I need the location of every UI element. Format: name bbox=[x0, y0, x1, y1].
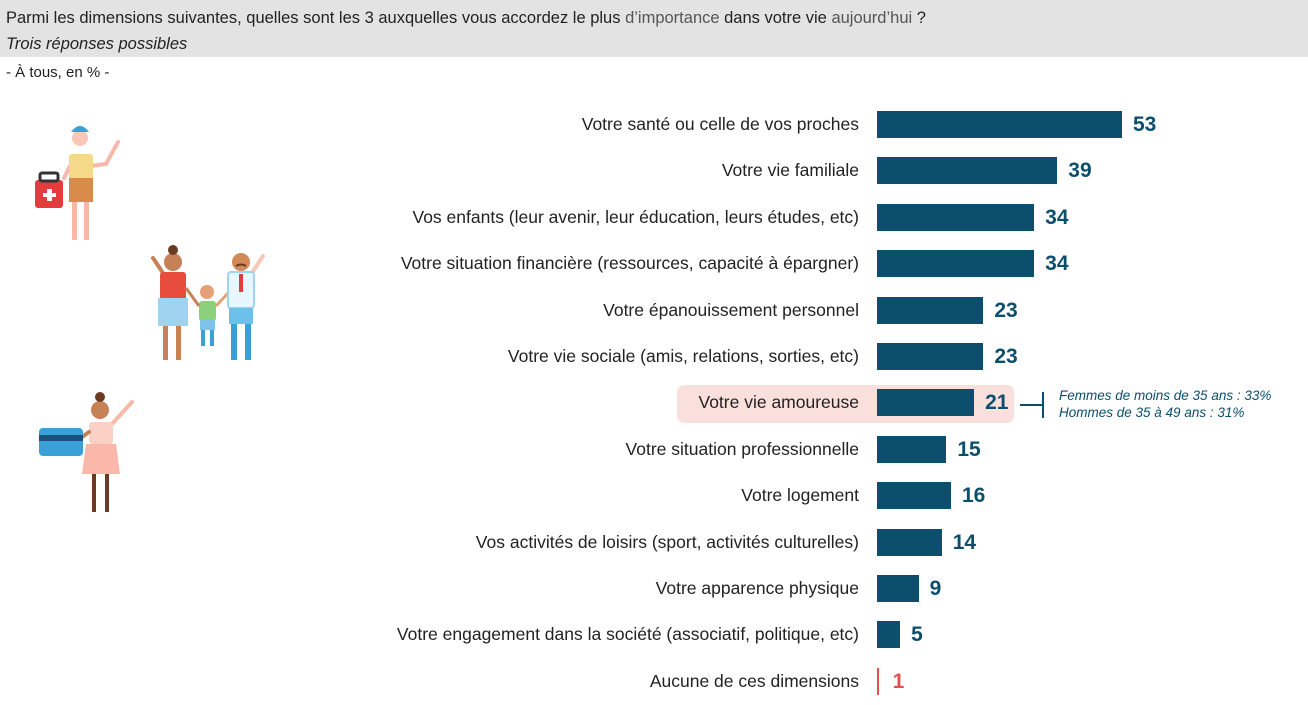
bar bbox=[877, 343, 984, 370]
category-label: Aucune de ces dimensions bbox=[649, 670, 859, 691]
bar bbox=[877, 389, 975, 417]
annotation-bracket bbox=[1042, 392, 1044, 418]
value-label: 23 bbox=[994, 298, 1018, 322]
value-label: 9 bbox=[929, 577, 942, 600]
value-label: 39 bbox=[1068, 159, 1092, 183]
value-label: 53 bbox=[1133, 113, 1157, 136]
category-label: Votre santé ou celle de vos proches bbox=[581, 114, 859, 134]
bar bbox=[877, 667, 879, 695]
value-label: 23 bbox=[994, 345, 1018, 368]
bar bbox=[877, 575, 919, 602]
bar bbox=[877, 296, 984, 324]
value-label: 34 bbox=[1045, 252, 1069, 276]
bar bbox=[877, 482, 951, 510]
bar bbox=[877, 111, 1122, 138]
category-label: Votre apparence physique bbox=[655, 578, 859, 598]
question-text: Parmi les dimensions suivantes, quelles … bbox=[6, 9, 926, 27]
value-label: 5 bbox=[911, 623, 923, 647]
annotation-text: Femmes de moins de 35 ans : 33% Hommes d… bbox=[1059, 387, 1271, 421]
value-label: 1 bbox=[892, 669, 905, 693]
value-label: 34 bbox=[1045, 205, 1069, 229]
annotation-line: Femmes de moins de 35 ans : 33% bbox=[1059, 388, 1272, 403]
category-label: Votre vie sociale (amis, relations, sort… bbox=[507, 346, 859, 366]
value-label: 21 bbox=[985, 391, 1009, 415]
annotation-connector bbox=[1020, 404, 1042, 406]
question-subtitle: Trois réponses possibles bbox=[6, 35, 188, 53]
category-label: Votre vie amoureuse bbox=[698, 392, 859, 413]
bar bbox=[877, 250, 1035, 278]
woman-with-credit-card-icon bbox=[39, 392, 134, 512]
annotation-line: Hommes de 35 à 49 ans : 31% bbox=[1059, 405, 1245, 420]
value-label: 14 bbox=[952, 530, 977, 554]
bar bbox=[877, 157, 1058, 185]
family-icon bbox=[151, 245, 265, 360]
category-label: Votre situation financière (ressources, … bbox=[400, 253, 859, 274]
category-label: Votre épanouissement personnel bbox=[603, 299, 859, 320]
person-with-first-aid-kit-icon bbox=[35, 126, 120, 240]
question-header: Parmi les dimensions suivantes, quelles … bbox=[0, 0, 1308, 57]
category-label: Vos activités de loisirs (sport, activit… bbox=[475, 531, 859, 552]
bar bbox=[877, 203, 1035, 231]
category-label: Vos enfants (leur avenir, leur éducation… bbox=[412, 206, 859, 227]
category-label: Votre vie familiale bbox=[721, 160, 859, 181]
bar bbox=[877, 435, 947, 463]
value-label: 16 bbox=[961, 484, 986, 508]
base-note: - À tous, en % - bbox=[6, 64, 110, 81]
bar bbox=[877, 621, 901, 649]
value-label: 15 bbox=[957, 437, 981, 461]
bar bbox=[877, 528, 942, 556]
category-label: Votre situation professionnelle bbox=[625, 438, 859, 459]
category-label: Votre engagement dans la société (associ… bbox=[396, 624, 859, 645]
category-label: Votre logement bbox=[741, 485, 859, 506]
